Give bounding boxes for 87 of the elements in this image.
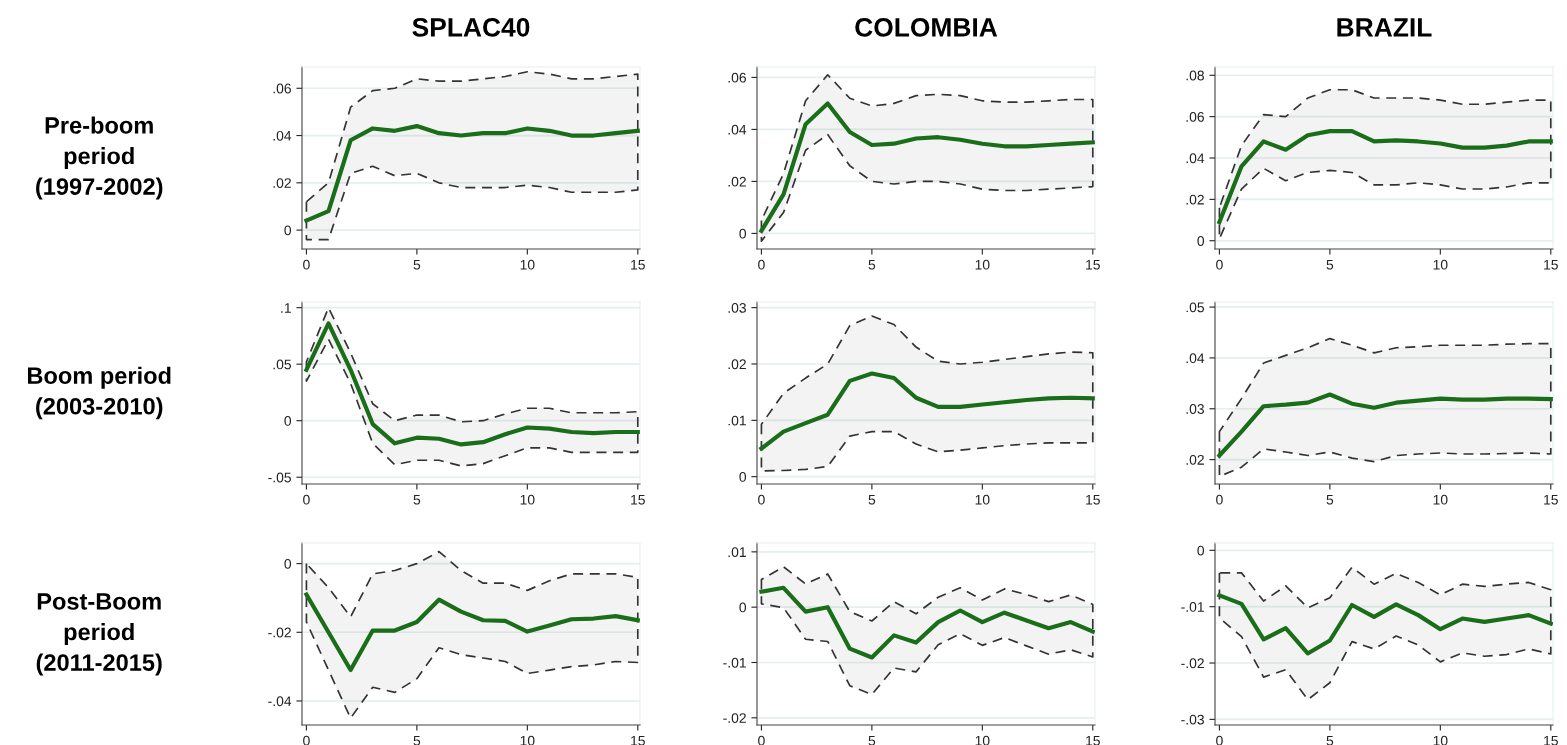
chart-title: COLOMBIA — [855, 18, 998, 37]
x-tick-label: 10 — [1433, 259, 1448, 270]
x-tick-label: 5 — [1326, 494, 1334, 505]
y-tick-label: .06 — [273, 83, 291, 94]
x-tick-label: 5 — [868, 259, 876, 270]
y-tick-label: 0 — [1197, 236, 1205, 246]
y-tick-label: .05 — [273, 359, 291, 370]
x-tick-label: 10 — [520, 259, 535, 270]
line-series — [304, 592, 640, 673]
y-axis-title: Pre-boom period (1997-2002) — [36, 116, 163, 200]
y-tick-label: 0 — [739, 472, 747, 482]
x-tick-label: 0 — [303, 259, 310, 270]
y-axis-title: Boom period (2003-2010) — [27, 366, 171, 420]
line-series — [759, 101, 1095, 233]
x-tick-label: 10 — [975, 259, 990, 270]
y-tick-label: .1 — [281, 303, 291, 313]
x-tick-label: 15 — [631, 735, 645, 745]
x-tick-label: 15 — [1544, 735, 1558, 745]
y-tick-label: .04 — [1186, 353, 1205, 364]
y-axis-title: Post-Boom period (2011-2015) — [36, 593, 162, 676]
line-series — [759, 585, 1095, 660]
y-tick-label: .02 — [728, 359, 746, 370]
x-tick-label: 10 — [975, 735, 990, 745]
y-tick-label: .02 — [1186, 454, 1204, 465]
y-tick-label: 0 — [739, 602, 747, 613]
x-tick-label: 0 — [1216, 494, 1223, 505]
y-tick-label: .03 — [1186, 404, 1204, 414]
x-tick-label: 0 — [758, 259, 765, 270]
y-tick-label: .06 — [1186, 111, 1204, 122]
x-tick-label: 10 — [520, 735, 535, 745]
y-tick-label: .01 — [728, 547, 746, 558]
x-tick-label: 0 — [1216, 735, 1223, 745]
x-tick-label: 5 — [868, 494, 876, 505]
y-tick-label: .06 — [728, 72, 746, 83]
y-tick-label: -.01 — [723, 657, 746, 668]
y-tick-label: .05 — [1186, 302, 1204, 313]
line-series — [1217, 392, 1553, 458]
y-tick-label: -.03 — [1181, 714, 1204, 725]
x-tick-label: 15 — [1544, 494, 1558, 505]
line-series — [759, 371, 1095, 451]
x-tick-label: 15 — [631, 494, 645, 505]
y-tick-label: .08 — [1186, 70, 1204, 81]
x-tick-label: 0 — [758, 494, 765, 505]
x-tick-label: 5 — [413, 735, 421, 745]
chart-title: BRAZIL — [1337, 18, 1432, 37]
y-tick-label: .02 — [273, 178, 291, 188]
x-tick-label: 10 — [975, 494, 990, 505]
x-tick-label: 15 — [1086, 735, 1100, 745]
y-tick-label: .02 — [728, 176, 746, 187]
x-tick-label: 5 — [413, 259, 421, 270]
y-tick-label: .04 — [1186, 153, 1205, 164]
y-tick-label: 0 — [1197, 545, 1205, 556]
x-tick-label: 5 — [868, 735, 876, 745]
x-tick-label: 0 — [303, 735, 310, 745]
y-tick-label: .02 — [1186, 194, 1204, 205]
x-tick-label: 5 — [1326, 735, 1334, 745]
line-series — [1217, 593, 1553, 656]
x-tick-label: 10 — [1433, 494, 1448, 505]
y-tick-label: .01 — [728, 415, 746, 426]
line-series — [304, 321, 640, 447]
y-tick-label: -.04 — [268, 696, 292, 707]
y-tick-label: 0 — [284, 558, 292, 569]
x-tick-label: 5 — [1326, 259, 1334, 270]
y-tick-label: .04 — [273, 130, 292, 141]
line-series — [304, 124, 640, 223]
y-tick-label: 0 — [284, 416, 292, 426]
y-tick-label: -.02 — [723, 713, 746, 723]
x-tick-label: 0 — [1216, 259, 1223, 270]
x-tick-label: 0 — [758, 735, 765, 745]
x-tick-label: 15 — [1544, 259, 1558, 270]
chart-title: SPLAC40 — [412, 18, 530, 37]
y-tick-label: 0 — [739, 228, 747, 239]
y-tick-label: -.02 — [268, 627, 291, 638]
y-tick-label: 0 — [284, 225, 292, 236]
line-series — [1217, 129, 1553, 225]
x-tick-label: 15 — [1086, 494, 1100, 505]
y-tick-label: -.05 — [268, 472, 291, 483]
x-tick-label: 10 — [520, 494, 535, 505]
y-tick-label: -.01 — [1181, 602, 1204, 612]
x-tick-label: 15 — [631, 259, 645, 270]
x-tick-label: 0 — [303, 494, 310, 505]
x-tick-label: 10 — [1433, 735, 1448, 745]
y-tick-label: -.02 — [1181, 658, 1204, 669]
y-tick-label: .03 — [728, 302, 746, 313]
x-tick-label: 5 — [413, 494, 421, 505]
y-tick-label: .04 — [728, 124, 747, 135]
x-tick-label: 15 — [1086, 259, 1100, 270]
